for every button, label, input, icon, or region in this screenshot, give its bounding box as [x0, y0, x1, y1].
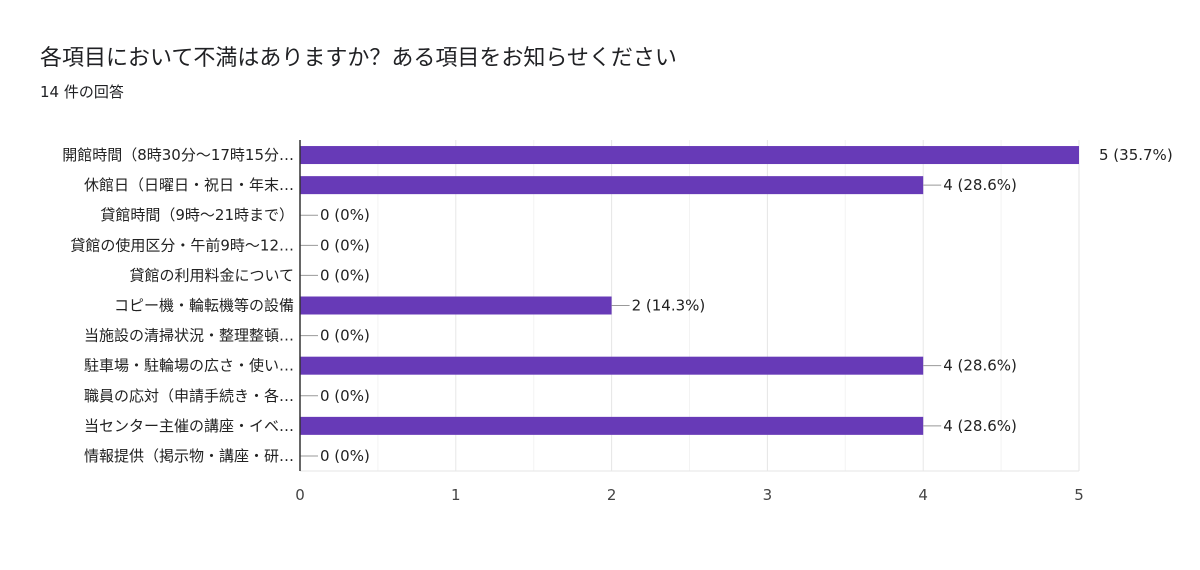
data-label: 5 (35.7%) [1099, 146, 1173, 164]
data-label: 0 (0%) [320, 447, 370, 465]
data-label: 4 (28.6%) [943, 176, 1017, 194]
x-tick-label: 3 [763, 486, 773, 504]
bar [300, 416, 924, 435]
category-label: 職員の応対（申請手続き・各… [84, 387, 294, 405]
data-label: 0 (0%) [320, 387, 370, 405]
x-tick-label: 4 [918, 486, 928, 504]
category-label: 当施設の清掃状況・整理整頓… [84, 327, 294, 345]
bar [300, 176, 924, 195]
category-label: 当センター主催の講座・イベ… [84, 417, 294, 435]
x-tick-label: 2 [607, 486, 617, 504]
bar [300, 146, 1079, 165]
chart-title: 各項目において不満はありますか？ある項目をお知らせください [40, 46, 677, 71]
bar [300, 356, 924, 375]
data-label: 2 (14.3%) [632, 297, 706, 315]
data-label: 0 (0%) [320, 327, 370, 345]
category-label: 貸館の利用料金について [129, 266, 294, 284]
data-label: 0 (0%) [320, 266, 370, 284]
category-label: 貸館の使用区分・午前9時〜12… [70, 236, 294, 254]
response-count: 14 件の回答 [40, 83, 124, 101]
x-tick-label: 1 [451, 486, 461, 504]
data-label: 0 (0%) [320, 236, 370, 254]
data-label: 4 (28.6%) [943, 357, 1017, 375]
data-label: 0 (0%) [320, 206, 370, 224]
category-label: コピー機・輪転機等の設備 [114, 297, 294, 315]
bar [300, 296, 612, 315]
category-label: 休館日（日曜日・祝日・年末… [84, 176, 294, 194]
category-label: 駐車場・駐輪場の広さ・使い… [84, 357, 294, 375]
data-label: 4 (28.6%) [943, 417, 1017, 435]
category-label: 貸館時間（9時〜21時まで） [100, 206, 294, 224]
x-tick-label: 5 [1074, 486, 1084, 504]
category-label: 開館時間（8時30分〜17時15分… [62, 146, 294, 164]
category-label: 情報提供（掲示物・講座・研… [84, 447, 294, 465]
x-tick-label: 0 [295, 486, 305, 504]
